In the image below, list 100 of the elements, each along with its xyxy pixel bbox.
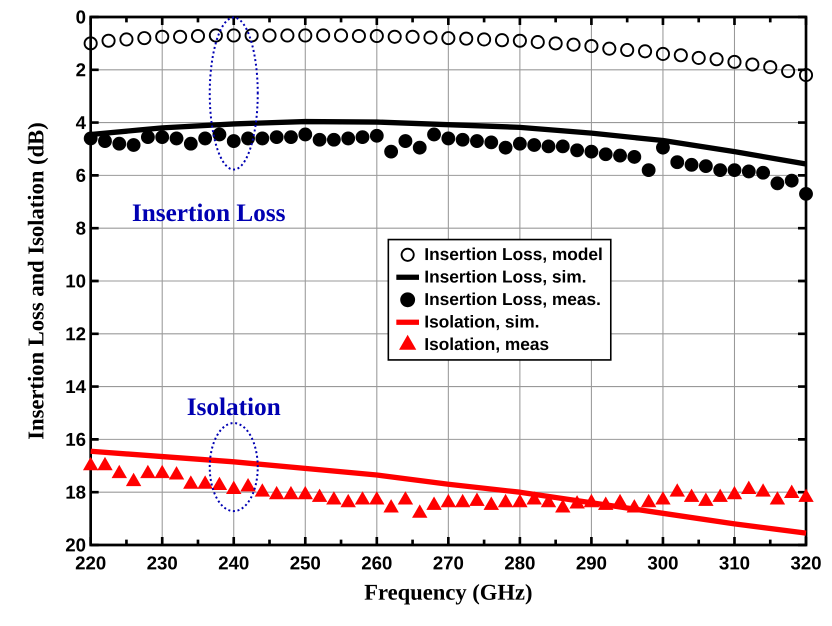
x-tick-label: 260 <box>362 556 392 570</box>
x-tick-label: 310 <box>719 556 750 570</box>
point <box>155 130 170 144</box>
point <box>784 484 800 498</box>
point <box>388 30 402 44</box>
point <box>316 28 330 43</box>
point <box>512 136 527 151</box>
point <box>112 465 127 478</box>
point <box>674 48 688 62</box>
y-tick-label: 4 <box>76 116 86 129</box>
point <box>756 166 770 180</box>
point <box>137 31 152 46</box>
point <box>98 134 112 148</box>
point <box>784 174 799 188</box>
x-tick-label: 270 <box>433 556 464 570</box>
point <box>169 466 184 480</box>
point <box>284 130 298 144</box>
point <box>727 54 742 69</box>
point <box>556 139 570 154</box>
point <box>598 147 613 162</box>
point <box>698 159 713 174</box>
point <box>240 478 256 492</box>
point <box>684 488 700 502</box>
point <box>470 134 484 148</box>
point <box>384 499 399 512</box>
point <box>370 128 384 143</box>
point <box>84 36 98 50</box>
point <box>312 488 328 502</box>
point <box>566 38 581 52</box>
point <box>469 492 484 506</box>
point <box>341 132 356 146</box>
point <box>612 494 628 508</box>
point <box>655 491 670 505</box>
point <box>798 68 814 82</box>
point <box>713 163 728 178</box>
point <box>208 28 223 43</box>
point <box>340 494 356 508</box>
y-tick-label: 0 <box>76 10 86 24</box>
point <box>226 28 241 43</box>
point <box>494 33 510 48</box>
point <box>670 155 684 170</box>
point <box>498 140 512 155</box>
point <box>184 136 198 151</box>
point <box>542 139 556 154</box>
point <box>97 457 112 470</box>
point <box>102 34 116 48</box>
point <box>570 495 585 509</box>
point <box>584 38 598 54</box>
y-tick-label: 20 <box>66 538 86 552</box>
point <box>406 30 420 44</box>
point <box>312 132 326 147</box>
point <box>212 128 226 142</box>
point <box>440 494 456 508</box>
point <box>427 128 441 142</box>
point <box>627 150 642 164</box>
point <box>326 132 341 147</box>
point <box>141 130 155 144</box>
x-tick-label: 230 <box>147 556 177 570</box>
point <box>512 34 527 48</box>
point <box>241 132 255 146</box>
point <box>455 494 470 508</box>
point <box>530 35 545 50</box>
point <box>354 491 370 505</box>
point <box>369 491 384 505</box>
y-tick-label: 6 <box>76 168 86 182</box>
point <box>254 484 270 497</box>
y-tick-label: 2 <box>76 63 86 76</box>
point <box>484 135 498 150</box>
point <box>527 138 542 152</box>
point <box>126 473 142 486</box>
point <box>423 30 438 45</box>
point <box>656 46 670 61</box>
point <box>352 28 366 44</box>
legend-label: Insertion Loss, meas. <box>425 292 600 308</box>
point <box>770 176 784 190</box>
point <box>262 28 277 43</box>
point <box>280 28 294 43</box>
point <box>83 457 98 470</box>
point <box>356 130 370 144</box>
point <box>398 134 412 148</box>
point <box>598 496 614 510</box>
point <box>741 480 756 494</box>
point <box>370 28 384 44</box>
point <box>584 494 599 508</box>
y-axis-title: Insertion Loss and Isolation (dB) <box>28 123 48 439</box>
point <box>728 163 742 178</box>
point <box>140 465 156 478</box>
annotation: Insertion Loss <box>132 203 285 222</box>
x-tick-label: 220 <box>76 556 106 570</box>
point <box>298 128 312 142</box>
legend-label: Insertion Loss, model <box>425 248 602 263</box>
x-tick-label: 300 <box>648 556 678 570</box>
legend-label: Insertion Loss, sim. <box>425 270 586 286</box>
point <box>641 494 656 508</box>
point <box>112 136 126 151</box>
point <box>190 28 206 44</box>
point <box>198 132 212 146</box>
point <box>155 30 170 44</box>
point <box>781 64 796 78</box>
point <box>555 499 570 512</box>
